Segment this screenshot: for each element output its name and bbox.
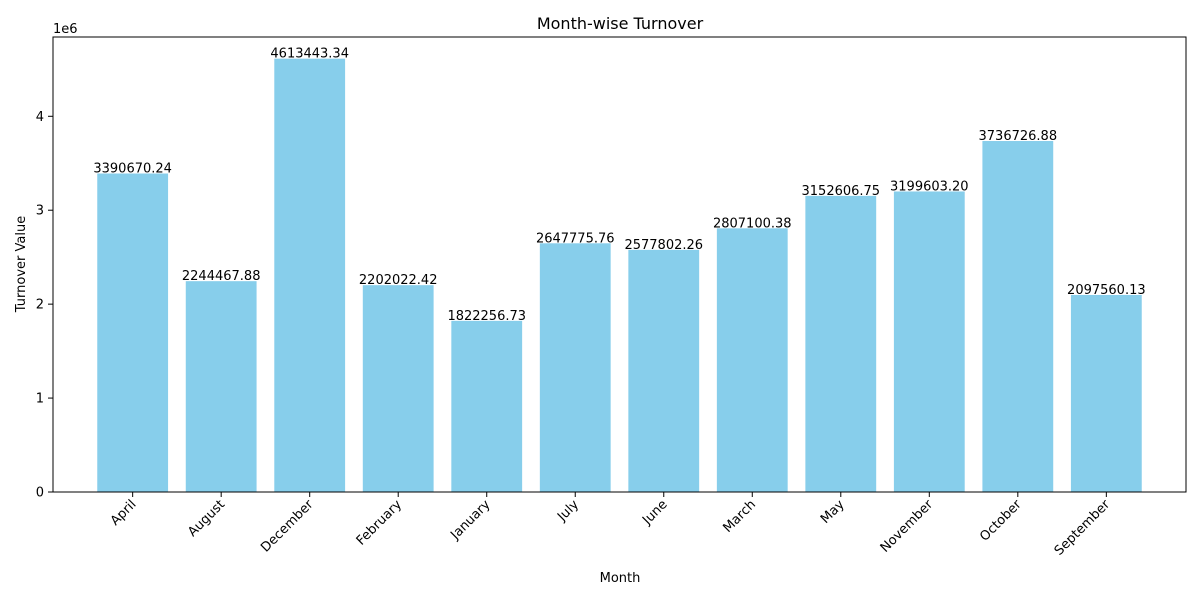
bar-value-label: 2807100.38 bbox=[713, 216, 792, 231]
bars-layer bbox=[97, 58, 1142, 493]
y-axis-title: Turnover Value bbox=[14, 216, 29, 313]
bar-value-label: 3736726.88 bbox=[979, 129, 1058, 144]
bar-value-label: 2244467.88 bbox=[182, 269, 261, 284]
bar bbox=[185, 281, 257, 492]
x-tick-label: December bbox=[258, 497, 317, 556]
bar bbox=[362, 285, 434, 492]
y-tick-label: 4 bbox=[36, 110, 44, 125]
x-tick-label: August bbox=[185, 497, 228, 540]
x-axis-title: Month bbox=[600, 571, 641, 586]
bar-value-label: 2647775.76 bbox=[536, 231, 615, 246]
bar bbox=[805, 195, 877, 492]
bar-value-label: 3390670.24 bbox=[93, 162, 172, 177]
axes-layer bbox=[52, 36, 1187, 493]
bar bbox=[97, 173, 169, 492]
bar-value-label: 3199603.20 bbox=[890, 179, 969, 194]
bar-value-label: 2577802.26 bbox=[624, 238, 703, 253]
y-axis-offset-label: 1e6 bbox=[53, 22, 78, 37]
plot-frame bbox=[52, 36, 1187, 493]
x-tick-label: March bbox=[720, 497, 759, 536]
data-labels-layer: 3390670.24 2244467.88 4613443.34 2202022.42… bbox=[93, 47, 1145, 324]
y-tick-label: 3 bbox=[36, 204, 44, 219]
x-tick-label: February bbox=[354, 497, 406, 549]
bar bbox=[716, 228, 788, 492]
bar bbox=[982, 141, 1054, 492]
x-ticks-layer: April August December February January July Ju… bbox=[108, 492, 1114, 559]
x-tick-label: November bbox=[878, 497, 937, 556]
y-tick-label: 2 bbox=[36, 298, 44, 313]
y-tick-label: 0 bbox=[36, 486, 44, 501]
y-tick-label: 1 bbox=[36, 392, 44, 407]
x-tick-label: April bbox=[108, 497, 140, 529]
bar-value-label: 3152606.75 bbox=[802, 184, 881, 199]
bar-value-label: 4613443.34 bbox=[270, 47, 349, 62]
bar-value-label: 1822256.73 bbox=[447, 309, 526, 324]
x-tick-label: January bbox=[447, 497, 493, 543]
bar bbox=[893, 191, 965, 492]
bar bbox=[539, 243, 611, 492]
x-tick-label: June bbox=[639, 497, 670, 528]
x-tick-label: September bbox=[1052, 497, 1114, 559]
bar bbox=[628, 249, 700, 492]
y-ticks-layer: 0 1 2 3 4 bbox=[36, 110, 53, 501]
chart-title: Month-wise Turnover bbox=[537, 14, 704, 33]
bar-value-label: 2202022.42 bbox=[359, 273, 438, 288]
x-tick-label: July bbox=[554, 497, 582, 525]
bar bbox=[274, 58, 346, 493]
x-tick-label: May bbox=[818, 497, 848, 527]
x-tick-label: October bbox=[977, 497, 1025, 545]
bar bbox=[451, 320, 523, 492]
bar bbox=[1070, 294, 1142, 492]
bar-value-label: 2097560.13 bbox=[1067, 283, 1146, 298]
